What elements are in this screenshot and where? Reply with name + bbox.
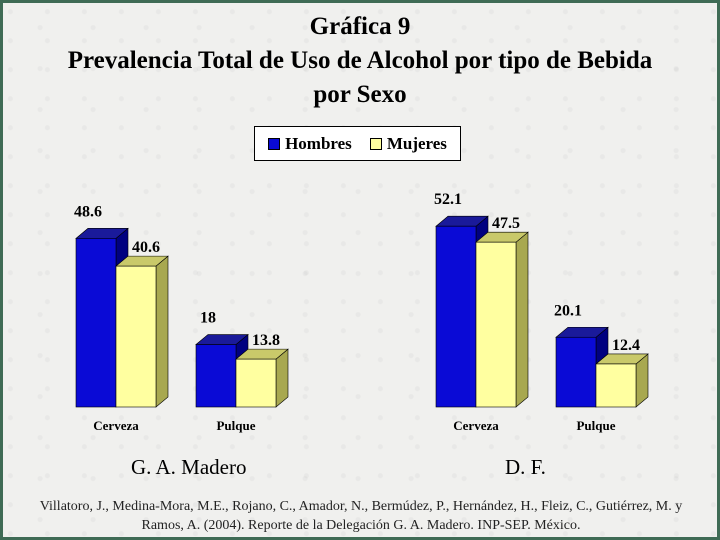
category-label-0-0: Cerveza: [93, 418, 139, 433]
bar-charts: 48.6 40.6 Cerveza 18 13.8 Pulque 52.1 47.5 Cerve…: [74, 191, 649, 433]
legend-entry-mujeres: Mujeres: [369, 133, 447, 154]
chart-legend: Hombres Mujeres: [254, 126, 461, 161]
bar-hombres-0-0: [75, 238, 117, 408]
chart-title-line2: Prevalencia Total de Uso de Alcohol por …: [67, 47, 653, 74]
data-label-mujeres-1-1: 12.4: [612, 337, 640, 354]
bar-mujeres-0-1: [235, 358, 277, 408]
legend-swatch-mujeres: [369, 137, 382, 150]
data-label-mujeres-0-0: 40.6: [132, 239, 160, 256]
bar-side-mujeres-1-0: [515, 231, 529, 408]
data-label-hombres-0-1: 18: [200, 310, 216, 327]
bar-hombres-1-0: [435, 225, 477, 408]
legend-label-hombres: Hombres: [285, 133, 352, 153]
slide-frame: Gráfica 9 Prevalencia Total de Uso de Al…: [3, 3, 717, 537]
legend-swatch-hombres: [268, 137, 281, 150]
citation-text: Villatoro, J., Medina-Mora, M.E., Rojano…: [39, 499, 683, 533]
category-label-1-0: Cerveza: [453, 418, 499, 433]
data-label-mujeres-0-1: 13.8: [252, 332, 280, 349]
legend-label-mujeres: Mujeres: [386, 133, 447, 153]
data-label-hombres-0-0: 48.6: [74, 203, 102, 220]
data-label-mujeres-1-0: 47.5: [492, 215, 520, 232]
data-label-hombres-1-0: 52.1: [434, 191, 462, 208]
chart-title-line3: por Sexo: [313, 81, 407, 108]
bar-mujeres-1-1: [595, 363, 637, 408]
bar-mujeres-1-0: [475, 241, 517, 408]
chart-subtitle-madero: G. A. Madero: [131, 455, 247, 479]
category-label-0-1: Pulque: [216, 418, 255, 433]
chart-subtitle-df: D. F.: [505, 455, 546, 479]
bar-hombres-1-1: [555, 336, 597, 408]
bar-mujeres-0-0: [115, 265, 157, 408]
data-label-hombres-1-1: 20.1: [554, 302, 582, 319]
legend-entry-hombres: Hombres: [268, 134, 352, 154]
bar-hombres-0-1: [195, 344, 237, 408]
bar-side-mujeres-0-0: [155, 255, 169, 408]
chart-title-line1: Gráfica 9: [309, 13, 411, 40]
category-label-1-1: Pulque: [576, 418, 615, 433]
